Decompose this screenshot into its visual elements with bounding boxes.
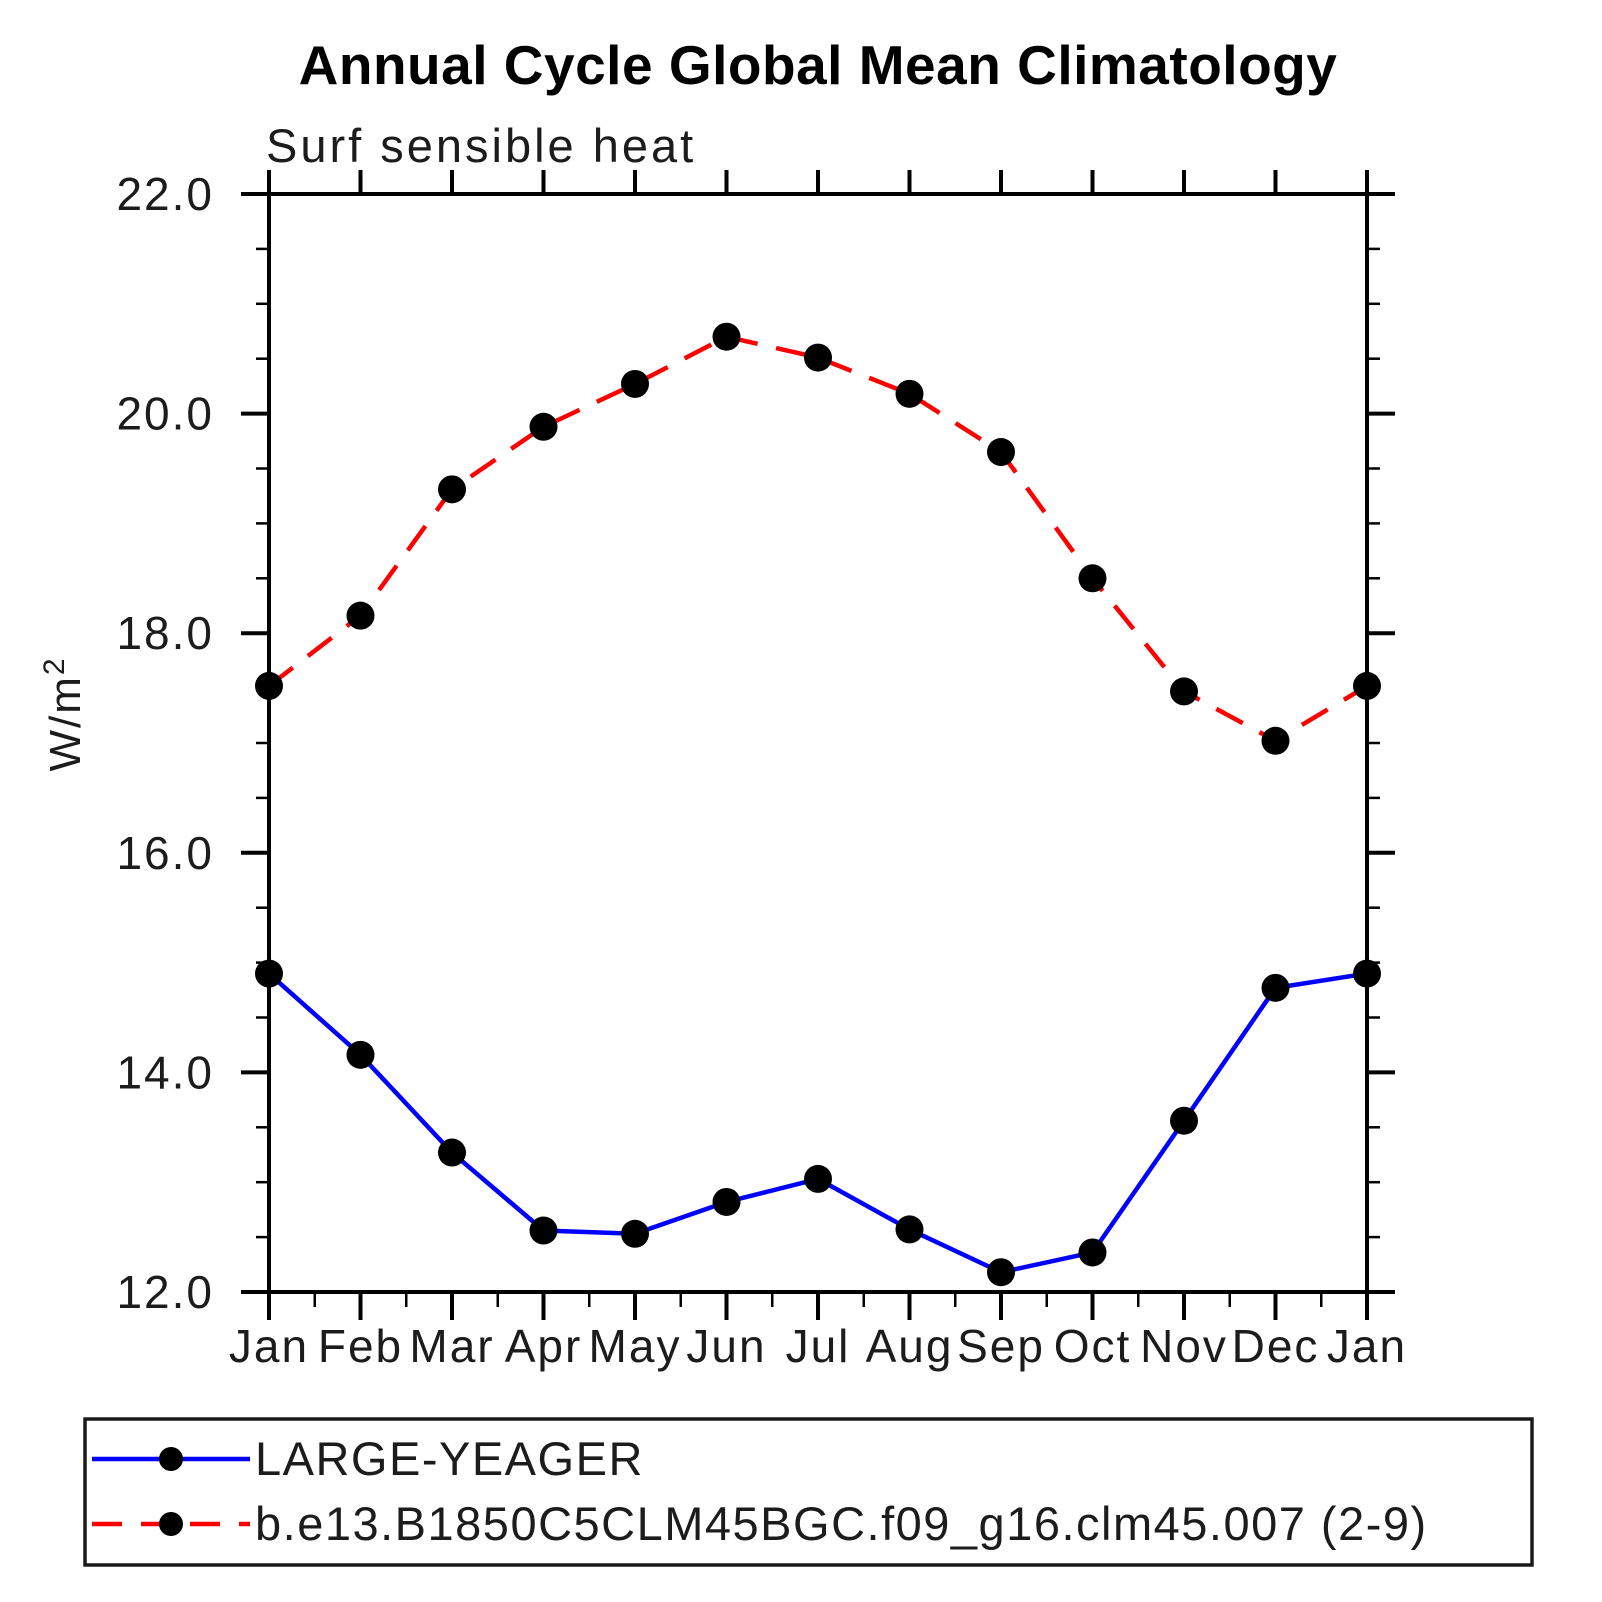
y-tick-label: 20.0 xyxy=(116,388,214,440)
data-point xyxy=(346,1040,375,1069)
x-tick-label: Oct xyxy=(1054,1320,1132,1372)
data-point xyxy=(1170,677,1198,706)
data-point xyxy=(987,1258,1015,1287)
data-point xyxy=(895,379,924,408)
data-point xyxy=(712,1187,741,1216)
series-lines xyxy=(255,322,1381,1287)
data-point xyxy=(1353,671,1381,700)
x-tick-label: May xyxy=(589,1320,682,1372)
y-axis-label-text: W/m2 xyxy=(38,656,90,771)
series-line-0 xyxy=(267,971,1368,1275)
data-point xyxy=(1170,1106,1198,1135)
y-tick-label: 14.0 xyxy=(116,1046,214,1098)
y-tick-label: 16.0 xyxy=(116,827,214,879)
data-point xyxy=(621,1219,649,1248)
y-tick-label: 12.0 xyxy=(116,1266,214,1318)
legend: LARGE-YEAGER b.e13.B1850C5CLM45BGC.f09_g… xyxy=(83,1417,1534,1567)
y-tick-label: 18.0 xyxy=(116,607,214,659)
x-tick-label: Jul xyxy=(786,1320,851,1372)
legend-label-model-run: b.e13.B1850C5CLM45BGC.f09_g16.clm45.007 … xyxy=(255,1497,1428,1550)
data-point xyxy=(804,343,832,372)
data-point xyxy=(712,322,741,351)
data-point xyxy=(1261,726,1290,755)
x-tick-label: Mar xyxy=(409,1320,494,1372)
legend-marker-dot xyxy=(159,1512,183,1536)
data-point xyxy=(804,1164,832,1193)
data-point xyxy=(621,369,649,398)
y-axis-label: W/m2 xyxy=(38,656,90,771)
x-tick-label: Sep xyxy=(957,1320,1045,1372)
x-tick-label: Aug xyxy=(866,1320,954,1372)
data-point xyxy=(1078,1238,1107,1267)
data-point xyxy=(255,671,283,700)
data-point xyxy=(895,1215,924,1244)
data-point xyxy=(1078,564,1107,593)
x-tick-label: Jun xyxy=(686,1320,766,1372)
data-point xyxy=(529,412,558,441)
data-point xyxy=(1261,973,1290,1002)
y-tick-label: 22.0 xyxy=(116,168,214,220)
data-point xyxy=(529,1216,558,1245)
data-point xyxy=(1353,959,1381,988)
legend-box xyxy=(83,1417,1534,1567)
chart-subtitle: Surf sensible heat xyxy=(266,119,696,172)
series-line-1 xyxy=(267,334,1369,744)
data-point xyxy=(255,959,283,988)
x-tick-label: Nov xyxy=(1140,1320,1228,1372)
data-point xyxy=(438,475,466,504)
data-point xyxy=(438,1138,466,1167)
x-tick-label: Feb xyxy=(318,1320,403,1372)
x-tick-label: Dec xyxy=(1232,1320,1320,1372)
legend-marker-dot xyxy=(159,1447,183,1471)
x-tick-label: Jan xyxy=(1327,1320,1407,1372)
legend-label-large-yeager: LARGE-YEAGER xyxy=(255,1432,644,1485)
x-tick-label: Apr xyxy=(505,1320,583,1372)
data-point xyxy=(987,438,1015,467)
chart-title: Annual Cycle Global Mean Climatology xyxy=(299,34,1338,96)
data-point xyxy=(346,601,375,630)
x-tick-label: Jan xyxy=(229,1320,309,1372)
